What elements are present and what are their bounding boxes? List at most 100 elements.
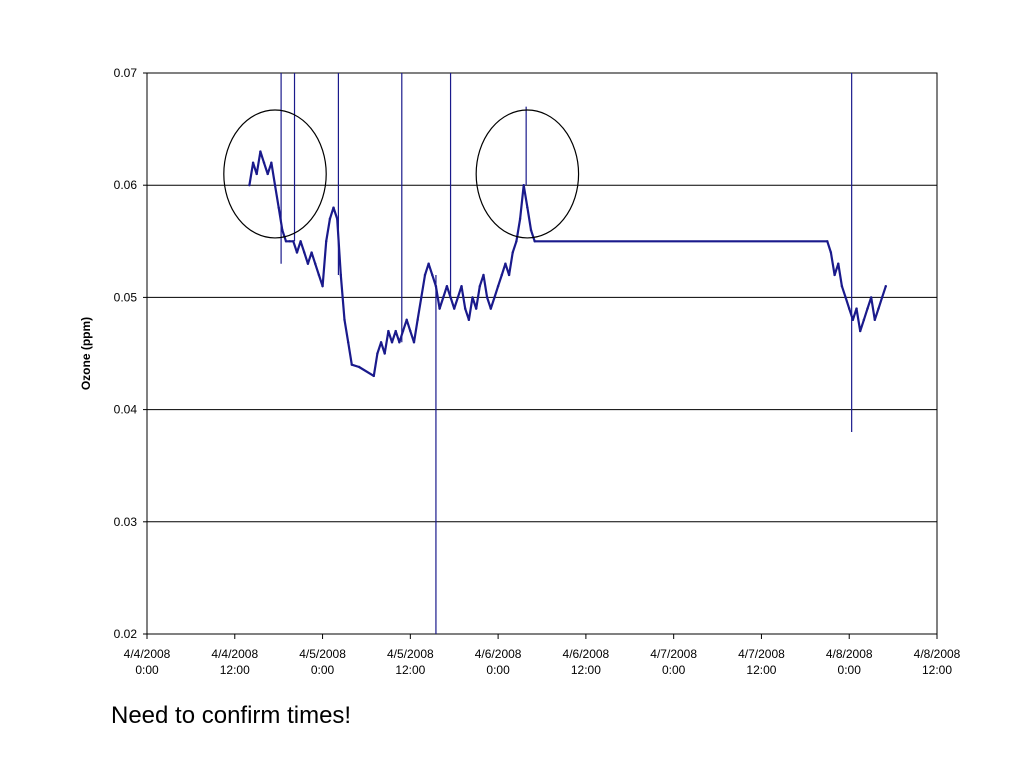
- data-point: [884, 284, 887, 288]
- data-point: [833, 273, 836, 277]
- data-point: [438, 307, 441, 310]
- x-tick-label: 4/5/2008 12:00: [387, 647, 434, 677]
- data-point: [456, 296, 460, 299]
- data-point: [310, 251, 313, 254]
- y-tick-label: 0.06: [114, 178, 138, 192]
- x-tick-label: 4/4/2008 0:00: [124, 647, 171, 677]
- data-point: [840, 284, 844, 288]
- data-point: [262, 161, 266, 164]
- y-axis-title: Ozone (ppm): [79, 317, 93, 390]
- data-point: [328, 217, 332, 221]
- data-point: [826, 240, 829, 243]
- x-tick-label: 4/8/2008 12:00: [914, 647, 961, 677]
- data-point: [259, 150, 262, 153]
- data-point: [529, 228, 533, 232]
- y-tick-label: 0.03: [114, 515, 138, 529]
- data-point: [478, 284, 482, 288]
- data-point: [387, 329, 390, 333]
- data-point: [394, 329, 397, 333]
- data-point: [357, 365, 361, 369]
- gridlines: [147, 72, 937, 635]
- data-point: [873, 318, 877, 322]
- data-point: [379, 341, 383, 344]
- data-point: [251, 161, 255, 164]
- data-point: [343, 318, 346, 322]
- x-tick-label: 4/7/2008 12:00: [738, 647, 785, 677]
- y-tick-label: 0.02: [114, 627, 138, 641]
- data-point: [266, 172, 269, 176]
- data-point: [409, 329, 412, 333]
- annotation-ellipse: [475, 109, 580, 239]
- data-point: [346, 341, 350, 344]
- data-point: [453, 307, 456, 310]
- data-point: [416, 318, 419, 322]
- data-point: [858, 329, 862, 333]
- plot-area-border: [146, 72, 938, 635]
- data-point: [405, 318, 408, 322]
- y-tick-label: 0.07: [114, 66, 138, 80]
- y-tick-label: 0.04: [114, 403, 138, 417]
- data-point: [335, 217, 339, 221]
- ozone-series-line: [248, 150, 887, 377]
- data-point: [431, 273, 434, 277]
- data-point: [321, 284, 324, 288]
- data-point: [445, 284, 449, 288]
- data-point: [412, 341, 416, 344]
- data-point: [273, 184, 277, 187]
- data-point: [281, 228, 284, 232]
- data-point: [844, 296, 847, 299]
- data-point: [522, 184, 525, 187]
- data-point: [420, 296, 423, 299]
- annotation-ellipse: [223, 109, 327, 239]
- data-point: [255, 172, 258, 176]
- data-point: [277, 206, 280, 209]
- x-tick-label: 4/6/2008 12:00: [563, 647, 610, 677]
- x-axis: 4/4/2008 0:00 4/4/2008 12:00 4/5/2008 0:00 4/5…: [124, 634, 961, 677]
- data-point: [526, 206, 529, 209]
- data-point: [829, 251, 833, 254]
- data-point: [248, 184, 251, 187]
- x-tick-label: 4/4/2008 12:00: [211, 647, 258, 677]
- data-point: [401, 329, 405, 333]
- data-point: [288, 240, 291, 243]
- data-point: [515, 240, 518, 243]
- data-point: [880, 296, 884, 299]
- data-point: [837, 262, 840, 265]
- x-tick-label: 4/6/2008 0:00: [475, 647, 522, 677]
- data-point: [325, 240, 328, 243]
- data-point: [866, 307, 869, 310]
- y-tick-label: 0.05: [114, 290, 138, 304]
- data-point: [314, 262, 317, 265]
- data-point: [332, 206, 335, 209]
- data-point: [518, 217, 522, 221]
- data-point: [533, 240, 536, 243]
- data-point: [877, 307, 880, 310]
- data-point: [862, 318, 866, 322]
- data-point: [467, 318, 471, 322]
- data-point: [376, 352, 379, 355]
- data-point: [339, 273, 343, 277]
- data-point: [299, 240, 302, 243]
- slide-note: Need to confirm times!: [111, 702, 352, 729]
- data-point: [303, 251, 306, 254]
- x-tick-label: 4/5/2008 0:00: [299, 647, 346, 677]
- data-point: [848, 307, 851, 310]
- data-point: [855, 307, 858, 310]
- data-point: [493, 296, 496, 299]
- data-point: [489, 307, 492, 310]
- data-point: [292, 240, 295, 243]
- data-point: [504, 262, 507, 265]
- data-point: [511, 251, 514, 254]
- data-point: [284, 240, 288, 243]
- data-point: [350, 363, 354, 366]
- data-point: [507, 273, 511, 277]
- data-point: [485, 296, 489, 299]
- data-point: [398, 341, 401, 344]
- data-point: [383, 352, 386, 355]
- annotation-layer: [223, 109, 580, 239]
- data-point: [390, 341, 394, 344]
- data-point: [442, 296, 445, 299]
- data-point: [869, 296, 873, 299]
- data-point: [423, 273, 427, 277]
